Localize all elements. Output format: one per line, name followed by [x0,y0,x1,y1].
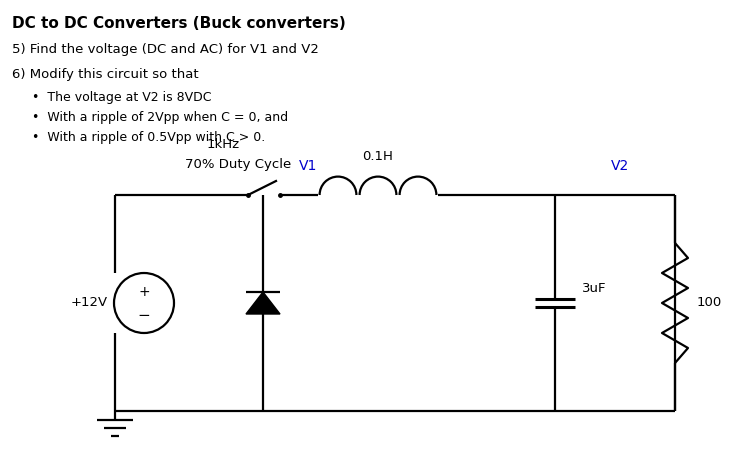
Text: 5) Find the voltage (DC and AC) for V1 and V2: 5) Find the voltage (DC and AC) for V1 a… [12,43,319,56]
Text: •  With a ripple of 0.5Vpp with C > 0.: • With a ripple of 0.5Vpp with C > 0. [32,131,265,144]
Text: 0.1H: 0.1H [363,150,393,163]
Text: 1kHz: 1kHz [206,138,240,151]
Text: V1: V1 [299,159,317,173]
Polygon shape [246,292,280,314]
Text: 70% Duty Cycle: 70% Duty Cycle [185,158,291,171]
Text: V2: V2 [611,159,629,173]
Text: −: − [138,308,150,324]
Text: +: + [138,285,150,299]
Text: DC to DC Converters (Buck converters): DC to DC Converters (Buck converters) [12,16,346,31]
Text: •  The voltage at V2 is 8VDC: • The voltage at V2 is 8VDC [32,91,212,104]
Text: +12V: +12V [71,296,107,309]
Text: •  With a ripple of 2Vpp when C = 0, and: • With a ripple of 2Vpp when C = 0, and [32,111,288,124]
Text: 6) Modify this circuit so that: 6) Modify this circuit so that [12,68,199,81]
Text: 3uF: 3uF [582,282,606,295]
Text: 100: 100 [697,296,722,309]
